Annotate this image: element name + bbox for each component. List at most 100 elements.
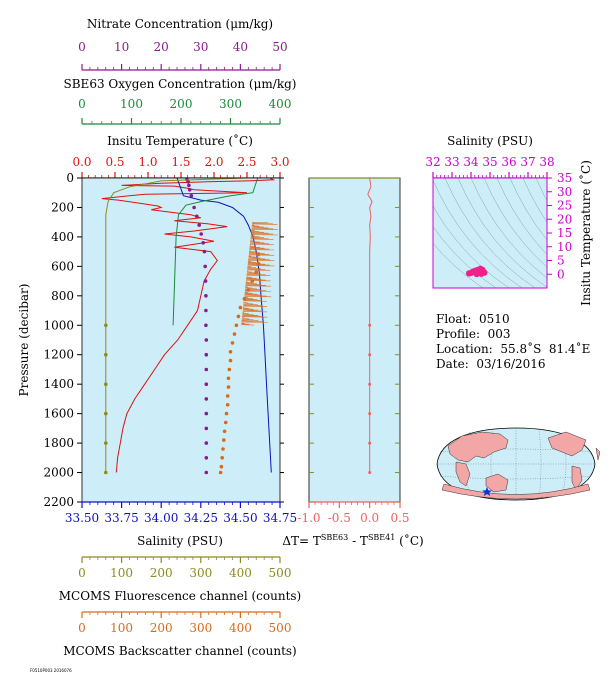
nitrate-point xyxy=(204,441,209,445)
backscatter-point xyxy=(234,323,239,328)
backscatter-point xyxy=(221,447,225,451)
top-axes: Nitrate Concentration (μm/kg) 0 10 20 30 40 5… xyxy=(64,17,297,179)
ts-salinity-tick-label: 33 xyxy=(444,155,459,169)
backscatter-axis: 0 100 200 300 400 500 xyxy=(78,611,292,635)
nitrate-point xyxy=(204,411,209,416)
temperature-tick-label: 0.5 xyxy=(105,155,124,169)
ts-density-contour xyxy=(433,226,497,288)
delta-t-line xyxy=(367,177,373,473)
fluorescence-tick-label: 100 xyxy=(110,566,133,580)
backscatter-tick-label: 0 xyxy=(78,621,86,635)
backscatter-point xyxy=(250,279,255,283)
backscatter-spikes xyxy=(241,221,278,326)
salinity-axis-label: Salinity (PSU) xyxy=(137,534,223,548)
ts-density-contour xyxy=(483,178,547,268)
pressure-tick-label: 1800 xyxy=(43,436,74,450)
nitrate-point xyxy=(189,193,194,198)
ts-temperature-tick-label: 35 xyxy=(557,171,572,185)
nitrate-tick-label: 30 xyxy=(193,40,208,54)
pressure-axis: 0 200 400 600 800 1000 1200 1400 1600 1800 2000 220… xyxy=(43,171,284,509)
nitrate-tick-label: 50 xyxy=(272,40,287,54)
ts-density-contour xyxy=(535,178,547,202)
ts-density-contour xyxy=(470,178,547,279)
oxygen-line xyxy=(172,177,259,326)
pressure-tick-label: 1000 xyxy=(43,318,74,332)
backscatter-point xyxy=(230,341,235,345)
salinity-axis: 33.50 33.75 34.00 34.25 34.50 34.75 xyxy=(65,501,297,525)
ts-temperature-tick-label: 15 xyxy=(557,226,572,240)
temperature-tick-label: 0.0 xyxy=(72,155,91,169)
ts-density-contour xyxy=(433,179,523,288)
nitrate-point xyxy=(195,214,199,219)
main-panel-marks xyxy=(101,177,278,475)
backscatter-point xyxy=(226,385,231,389)
fluorescence-point xyxy=(104,441,108,445)
ts-temperature-tick-label: 5 xyxy=(557,254,565,268)
backscatter-point xyxy=(219,464,224,469)
nitrate-point xyxy=(204,367,209,372)
ts-salinity-tick-label: 37 xyxy=(520,155,535,169)
backscatter-point xyxy=(227,367,232,372)
backscatter-tick-label: 500 xyxy=(269,621,292,635)
pressure-axis-label: Pressure (decibar) xyxy=(17,284,31,397)
ts-density-contour xyxy=(522,178,547,223)
pressure-tick-label: 1200 xyxy=(43,348,74,362)
delta-t-point xyxy=(368,323,372,327)
ts-temperature-tick-label: 30 xyxy=(557,185,572,199)
ts-temperature-tick-label: 10 xyxy=(557,240,572,254)
world-map xyxy=(436,427,601,501)
oxygen-tick-label: 100 xyxy=(120,97,143,111)
delta-t-marks xyxy=(367,177,373,474)
float-id: Float: 0510 xyxy=(436,312,510,326)
backscatter-point xyxy=(238,305,243,310)
fluorescence-point xyxy=(104,411,108,416)
backscatter-tick-label: 300 xyxy=(189,621,212,635)
nitrate-point xyxy=(204,382,209,387)
backscatter-axis-label: MCOMS Backscatter channel (counts) xyxy=(63,644,296,658)
nitrate-point xyxy=(187,183,191,188)
nitrate-point xyxy=(204,352,209,357)
backscatter-point xyxy=(232,332,237,336)
fluorescence-tick-label: 400 xyxy=(229,566,252,580)
nitrate-point xyxy=(204,323,208,328)
backscatter-point xyxy=(220,456,224,460)
ts-density-contour xyxy=(496,178,547,255)
oxygen-axis-label: SBE63 Oxygen Concentration (μm/kg) xyxy=(64,77,297,91)
delta-t-label-end: (˚C) xyxy=(395,533,423,548)
nitrate-point xyxy=(204,397,209,401)
fluorescence-tick-label: 300 xyxy=(189,566,212,580)
ts-point xyxy=(478,270,485,277)
nitrate-point xyxy=(203,279,208,283)
nitrate-tick-label: 20 xyxy=(154,40,169,54)
nitrate-point xyxy=(204,308,208,313)
ts-temperature-axis-label: Insitu Temperature (˚C) xyxy=(578,160,593,306)
oxygen-tick-label: 300 xyxy=(219,97,242,111)
nitrate-tick-label: 10 xyxy=(114,40,129,54)
fluorescence-tick-label: 200 xyxy=(150,566,173,580)
nitrate-point xyxy=(204,426,209,431)
nitrate-axis-label: Nitrate Concentration (μm/kg) xyxy=(87,17,273,31)
pressure-tick-label: 800 xyxy=(51,289,74,303)
delta-t-axis-label: ΔT= TSBE63 - TSBE41 (˚C) xyxy=(282,533,423,548)
oxygen-tick-label: 200 xyxy=(170,97,193,111)
salinity-tick-label: 34.25 xyxy=(184,511,218,525)
fluorescence-point xyxy=(104,323,108,328)
backscatter-tick-label: 200 xyxy=(150,621,173,635)
delta-t-axis: -1.0 -0.5 0.0 0.5 xyxy=(297,177,410,525)
temperature-tick-label: 1.5 xyxy=(171,155,190,169)
delta-t-point xyxy=(368,441,372,445)
ts-density-contour xyxy=(444,178,536,288)
salinity-tick-label: 34.00 xyxy=(144,511,178,525)
fluorescence-axis: 0 100 200 300 400 500 xyxy=(78,556,292,580)
fluorescence-line xyxy=(105,177,245,473)
backscatter-point xyxy=(218,470,223,475)
temperature-tick-label: 2.5 xyxy=(237,155,256,169)
delta-t-point xyxy=(368,471,372,474)
ts-temperature-tick-label: 20 xyxy=(557,212,572,226)
ts-salinity-tick-label: 36 xyxy=(501,155,516,169)
backscatter-point xyxy=(226,376,231,381)
main-panel xyxy=(82,178,280,502)
oxygen-tick-label: 400 xyxy=(269,97,292,111)
fluorescence-tick-label: 500 xyxy=(269,566,292,580)
